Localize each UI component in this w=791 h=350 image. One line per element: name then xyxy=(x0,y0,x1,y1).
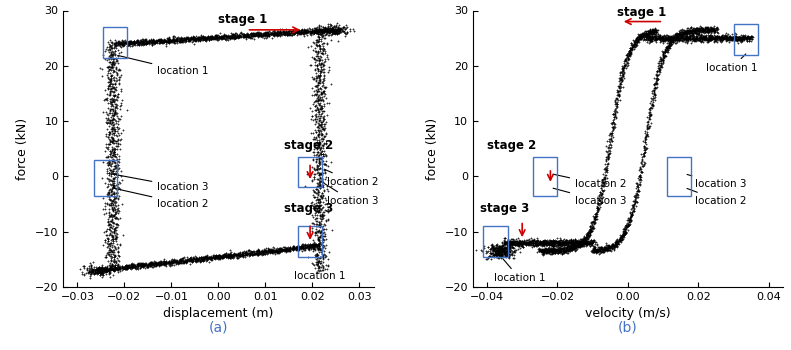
Text: location 3: location 3 xyxy=(113,174,209,192)
Bar xyxy=(667,157,691,196)
Bar xyxy=(94,160,117,196)
Text: (b): (b) xyxy=(618,320,638,334)
Text: location 1: location 1 xyxy=(494,259,546,284)
Y-axis label: force (kN): force (kN) xyxy=(17,118,29,180)
Text: location 3: location 3 xyxy=(553,188,626,206)
Y-axis label: force (kN): force (kN) xyxy=(426,118,439,180)
Bar xyxy=(734,25,759,55)
Text: stage 2: stage 2 xyxy=(487,139,536,152)
Text: location 3: location 3 xyxy=(324,183,378,206)
Text: stage 2: stage 2 xyxy=(284,139,334,152)
X-axis label: displacement (m): displacement (m) xyxy=(163,307,274,320)
Text: location 3: location 3 xyxy=(687,174,747,189)
Text: location 2: location 2 xyxy=(324,169,378,187)
Bar xyxy=(298,226,322,257)
Text: stage 3: stage 3 xyxy=(480,202,529,215)
Text: (a): (a) xyxy=(209,320,228,334)
Text: stage 1: stage 1 xyxy=(618,6,667,19)
Bar xyxy=(298,157,322,188)
Text: location 2: location 2 xyxy=(687,188,747,206)
Text: location 1: location 1 xyxy=(118,55,209,76)
Text: location 1: location 1 xyxy=(706,54,757,74)
Text: location 1: location 1 xyxy=(293,254,345,281)
Text: stage 3: stage 3 xyxy=(284,202,334,215)
Text: location 2: location 2 xyxy=(553,174,626,189)
X-axis label: velocity (m/s): velocity (m/s) xyxy=(585,307,671,320)
Text: location 2: location 2 xyxy=(113,188,209,209)
Bar xyxy=(104,27,127,57)
Text: stage 1: stage 1 xyxy=(218,13,267,26)
Bar xyxy=(483,226,508,257)
Bar xyxy=(533,157,558,196)
